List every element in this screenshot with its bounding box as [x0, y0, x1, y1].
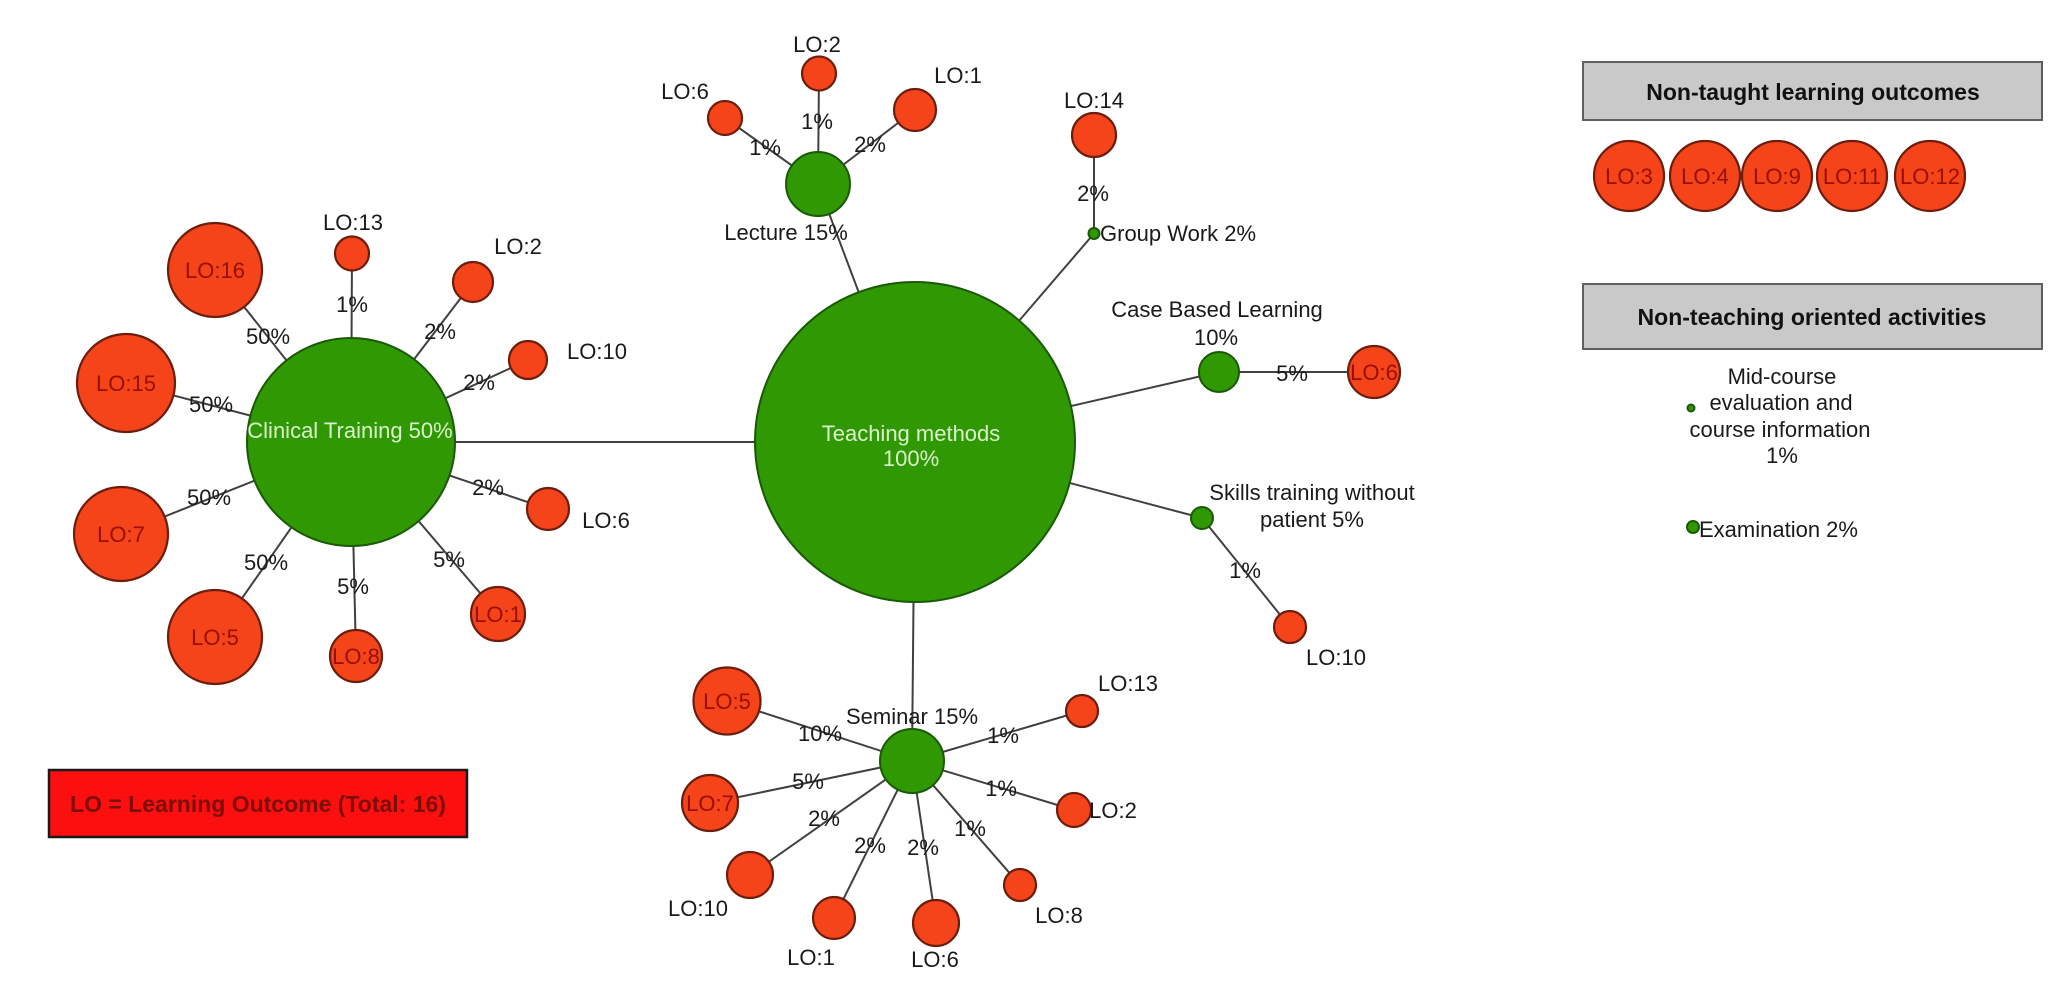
svg-text:100%: 100% [883, 446, 939, 471]
svg-text:Mid-course: Mid-course [1728, 364, 1837, 389]
svg-text:50%: 50% [246, 324, 290, 349]
svg-text:evaluation and: evaluation and [1709, 390, 1852, 415]
svg-text:10%: 10% [1194, 325, 1238, 350]
svg-text:LO:2: LO:2 [1089, 798, 1137, 823]
svg-text:LO:1: LO:1 [474, 602, 522, 627]
svg-text:LO:1: LO:1 [787, 945, 835, 970]
svg-text:LO:15: LO:15 [96, 371, 156, 396]
svg-text:LO:5: LO:5 [191, 625, 239, 650]
svg-text:LO:6: LO:6 [661, 79, 709, 104]
svg-text:2%: 2% [907, 835, 939, 860]
svg-text:LO:8: LO:8 [332, 644, 380, 669]
svg-text:LO:14: LO:14 [1064, 88, 1124, 113]
svg-text:LO:5: LO:5 [703, 689, 751, 714]
svg-text:Group Work 2%: Group Work 2% [1100, 221, 1256, 246]
svg-text:LO:6: LO:6 [1350, 360, 1398, 385]
svg-text:Non-taught learning outcomes: Non-taught learning outcomes [1646, 79, 1980, 105]
svg-text:1%: 1% [336, 292, 368, 317]
svg-text:Lecture 15%: Lecture 15% [724, 220, 848, 245]
svg-text:50%: 50% [189, 392, 233, 417]
svg-text:LO:9: LO:9 [1753, 164, 1801, 189]
svg-text:50%: 50% [244, 550, 288, 575]
svg-text:1%: 1% [749, 135, 781, 160]
svg-text:Non-teaching oriented activiti: Non-teaching oriented activities [1638, 304, 1987, 330]
svg-text:1%: 1% [985, 776, 1017, 801]
svg-text:Skills training without: Skills training without [1209, 480, 1414, 505]
svg-text:1%: 1% [1229, 558, 1261, 583]
svg-text:1%: 1% [987, 723, 1019, 748]
svg-text:5%: 5% [792, 769, 824, 794]
svg-text:1%: 1% [1766, 443, 1798, 468]
svg-text:LO:10: LO:10 [1306, 645, 1366, 670]
svg-text:LO:13: LO:13 [1098, 671, 1158, 696]
svg-text:LO:12: LO:12 [1900, 164, 1960, 189]
svg-text:2%: 2% [463, 370, 495, 395]
svg-text:Examination 2%: Examination 2% [1699, 517, 1858, 542]
svg-text:Teaching methods: Teaching methods [822, 421, 1001, 446]
svg-text:LO = Learning Outcome (Total:: LO = Learning Outcome (Total: 16) [70, 791, 446, 817]
svg-text:5%: 5% [433, 547, 465, 572]
svg-text:LO:8: LO:8 [1035, 903, 1083, 928]
svg-text:5%: 5% [1276, 361, 1308, 386]
svg-text:LO:6: LO:6 [582, 508, 630, 533]
svg-text:2%: 2% [424, 319, 456, 344]
svg-text:course information: course information [1690, 417, 1871, 442]
svg-text:1%: 1% [801, 109, 833, 134]
svg-text:Clinical Training 50%: Clinical Training 50% [247, 418, 452, 443]
svg-text:LO:11: LO:11 [1823, 164, 1881, 189]
svg-text:LO:16: LO:16 [185, 258, 245, 283]
svg-text:LO:13: LO:13 [323, 210, 383, 235]
svg-text:LO:2: LO:2 [494, 234, 542, 259]
svg-text:1%: 1% [954, 816, 986, 841]
svg-text:LO:7: LO:7 [686, 791, 734, 816]
svg-text:LO:6: LO:6 [911, 947, 959, 972]
svg-text:Case Based Learning: Case Based Learning [1111, 297, 1323, 322]
svg-text:2%: 2% [472, 475, 504, 500]
svg-text:2%: 2% [854, 833, 886, 858]
svg-text:2%: 2% [1077, 181, 1109, 206]
svg-text:2%: 2% [854, 132, 886, 157]
svg-text:LO:4: LO:4 [1681, 164, 1729, 189]
svg-text:LO:2: LO:2 [793, 32, 841, 57]
svg-text:50%: 50% [187, 485, 231, 510]
svg-text:10%: 10% [798, 721, 842, 746]
svg-text:LO:10: LO:10 [668, 896, 728, 921]
svg-text:LO:7: LO:7 [97, 522, 145, 547]
svg-text:Seminar 15%: Seminar 15% [846, 704, 978, 729]
svg-text:5%: 5% [337, 574, 369, 599]
svg-text:patient 5%: patient 5% [1260, 507, 1364, 532]
svg-text:LO:10: LO:10 [567, 339, 627, 364]
svg-text:LO:3: LO:3 [1605, 164, 1653, 189]
svg-text:LO:1: LO:1 [934, 63, 982, 88]
svg-text:2%: 2% [808, 806, 840, 831]
